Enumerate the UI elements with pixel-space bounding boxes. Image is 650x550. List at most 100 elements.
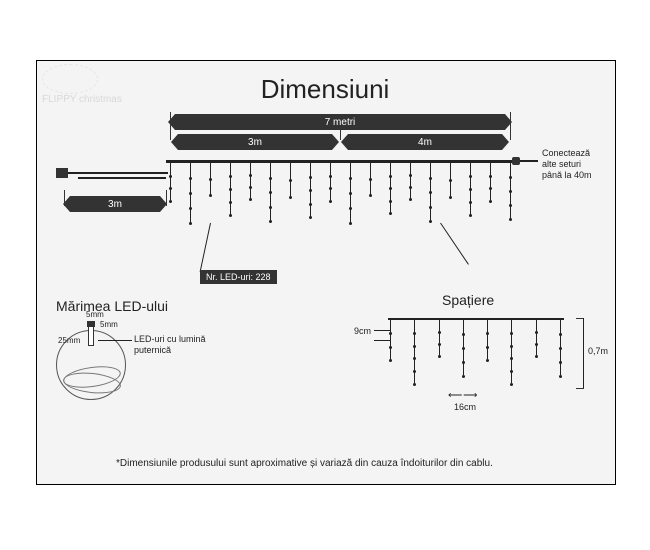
led-dot	[469, 214, 472, 217]
strand	[490, 162, 491, 200]
brand-logo: FLIPPY christmas	[42, 64, 122, 105]
led-dot	[309, 176, 312, 179]
led-dot	[349, 192, 352, 195]
spacing-strand	[487, 319, 488, 359]
led-dot	[349, 207, 352, 210]
led-body	[88, 326, 94, 346]
tick-lead-l	[64, 190, 65, 206]
led-dot	[559, 333, 562, 336]
led-dot	[486, 346, 489, 349]
dim-total-label: 7 metri	[325, 117, 356, 128]
led-dot	[409, 186, 412, 189]
led-dot	[462, 375, 465, 378]
led-side-dim: 5mm	[100, 320, 118, 329]
led-dot	[462, 347, 465, 350]
led-dot	[469, 175, 472, 178]
sp-tick-b	[576, 388, 584, 389]
led-dot	[509, 204, 512, 207]
strand	[250, 162, 251, 198]
led-dot	[209, 194, 212, 197]
led-dot	[249, 198, 252, 201]
tail-cable	[520, 160, 538, 162]
led-top-dim: 5mm	[86, 310, 104, 319]
led-size-title: Mărimea LED-ului	[56, 298, 168, 314]
led-dot	[429, 220, 432, 223]
led-dot	[559, 347, 562, 350]
led-dot	[189, 192, 192, 195]
spacing-strand	[390, 319, 391, 359]
spacing-strand	[439, 319, 440, 355]
spacing-strand	[414, 319, 415, 383]
lead-cable-2	[78, 177, 166, 179]
sp-vline	[583, 318, 584, 388]
led-dot	[369, 194, 372, 197]
led-dot	[489, 200, 492, 203]
logo-text: FLIPPY christmas	[42, 94, 122, 105]
led-dot	[462, 361, 465, 364]
dim-total: 7 metri	[175, 114, 505, 130]
led-dot	[559, 375, 562, 378]
strand	[410, 162, 411, 198]
led-dot	[229, 188, 232, 191]
lead-cable	[68, 172, 168, 174]
led-dot	[409, 174, 412, 177]
led-dot	[389, 346, 392, 349]
led-count-label: Nr. LED-uri: 228	[206, 272, 271, 282]
led-height-dim: 25mm	[58, 336, 80, 345]
led-dot	[189, 222, 192, 225]
led-dot	[349, 177, 352, 180]
led-dot	[489, 175, 492, 178]
led-dot	[535, 343, 538, 346]
led-dot	[249, 174, 252, 177]
led-dot	[389, 175, 392, 178]
led-dot	[269, 220, 272, 223]
led-dot	[209, 178, 212, 181]
led-dot	[309, 216, 312, 219]
led-dot	[269, 206, 272, 209]
spacing-drop-leader-t	[374, 330, 390, 331]
led-dot	[389, 212, 392, 215]
dim-right-label: 4m	[418, 137, 432, 148]
led-dot	[249, 186, 252, 189]
led-dot	[409, 198, 412, 201]
led-dot	[229, 175, 232, 178]
page-title: Dimensiuni	[261, 74, 390, 105]
led-dot	[169, 200, 172, 203]
led-dot	[413, 345, 416, 348]
led-dot	[462, 333, 465, 336]
spacing-drop-label: 9cm	[354, 326, 371, 336]
led-count-flag: Nr. LED-uri: 228	[200, 270, 277, 284]
led-dot	[509, 218, 512, 221]
footnote: *Dimensiunile produsului sunt aproximati…	[116, 458, 493, 469]
connector-end	[512, 157, 520, 165]
led-dot	[269, 191, 272, 194]
led-dot	[389, 187, 392, 190]
led-note-leader	[98, 340, 132, 341]
dim-left-label: 3m	[248, 137, 262, 148]
led-dot	[229, 201, 232, 204]
led-dot	[369, 178, 372, 181]
led-dot	[438, 355, 441, 358]
led-dot	[449, 196, 452, 199]
dim-lead: 3m	[70, 196, 160, 212]
spacing-height-label: 0,7m	[588, 346, 608, 356]
dim-right-seg: 4m	[348, 134, 502, 150]
led-dot	[389, 359, 392, 362]
led-dot	[229, 214, 232, 217]
led-dot	[309, 189, 312, 192]
led-cap	[87, 321, 95, 327]
dim-lead-label: 3m	[108, 199, 122, 210]
led-dot	[449, 179, 452, 182]
led-dot	[189, 207, 192, 210]
led-dot	[429, 191, 432, 194]
main-cable	[166, 160, 514, 163]
led-note: LED-uri cu lumină puternică	[134, 334, 224, 356]
spacing-title: Spațiere	[442, 292, 494, 308]
led-dot	[269, 177, 272, 180]
led-dot	[289, 179, 292, 182]
led-dot	[329, 175, 332, 178]
strand	[170, 162, 171, 200]
tick-lead-r	[166, 190, 167, 206]
spacing-drop-leader-b	[374, 340, 390, 341]
led-dot	[389, 200, 392, 203]
